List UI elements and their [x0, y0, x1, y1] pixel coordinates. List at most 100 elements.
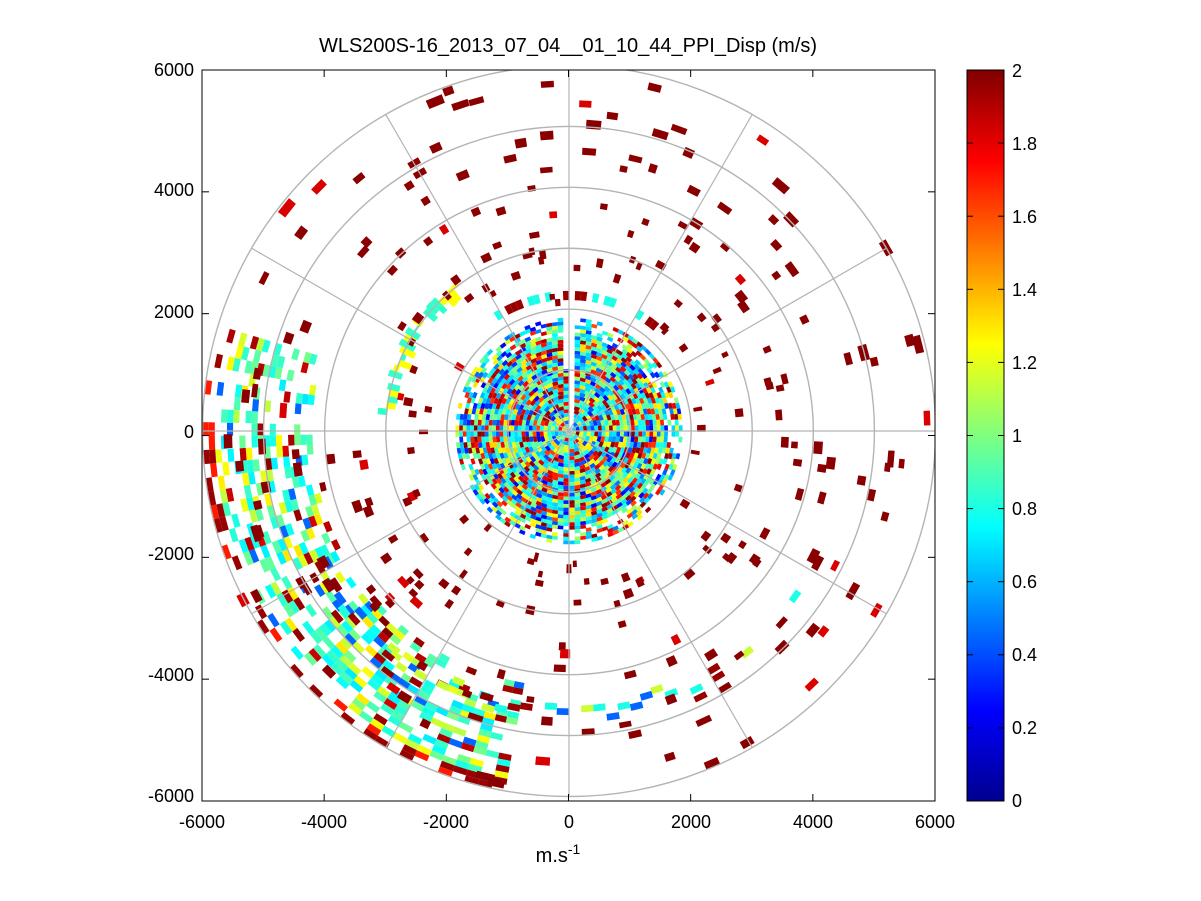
data-cell — [358, 710, 374, 724]
data-cell — [465, 402, 471, 409]
data-cell — [515, 493, 523, 500]
data-cell — [557, 394, 564, 400]
data-cell — [543, 431, 548, 437]
data-cell — [451, 675, 466, 687]
data-cell — [508, 481, 515, 488]
data-cell — [630, 382, 637, 390]
data-cell — [488, 382, 495, 389]
data-cell — [693, 691, 708, 703]
data-cell — [269, 423, 276, 436]
data-cell — [491, 354, 499, 361]
data-cell — [557, 450, 565, 456]
data-cell — [625, 403, 631, 410]
data-cell — [629, 359, 637, 367]
data-cell — [621, 414, 627, 421]
data-cell — [578, 404, 586, 410]
data-cell — [544, 702, 558, 710]
data-cell — [469, 371, 476, 378]
data-cell — [557, 343, 564, 348]
data-cell — [512, 480, 520, 488]
data-cell — [535, 321, 542, 327]
data-cell — [557, 503, 564, 508]
data-cell — [501, 408, 507, 415]
data-cell — [645, 425, 650, 431]
data-cell — [546, 330, 553, 335]
data-cell — [482, 386, 488, 394]
data-cell — [597, 431, 602, 437]
data-cell — [492, 441, 498, 449]
data-cell — [638, 425, 643, 431]
data-cell — [579, 479, 586, 485]
data-cell — [546, 348, 553, 354]
data-cell — [590, 487, 597, 493]
data-cell — [386, 642, 401, 656]
data-cell — [631, 377, 638, 385]
data-cell — [495, 505, 503, 512]
data-cell — [502, 486, 510, 493]
data-cell — [339, 671, 354, 685]
data-cell — [385, 622, 398, 634]
data-cell — [502, 467, 509, 475]
data-cell — [472, 402, 478, 410]
data-cell — [554, 416, 561, 423]
data-cell — [711, 670, 726, 683]
data-cell — [518, 384, 525, 392]
colorbar-tick-label: 0.6 — [1012, 572, 1037, 592]
data-cell — [550, 431, 556, 437]
data-cell — [335, 641, 348, 655]
data-cell — [601, 350, 608, 356]
data-cell — [520, 446, 527, 454]
data-cell — [544, 435, 550, 443]
data-cell — [637, 403, 643, 410]
data-cell — [546, 469, 554, 476]
data-cell — [270, 581, 282, 596]
data-cell — [472, 381, 479, 388]
data-cell — [546, 504, 553, 510]
data-cell — [512, 374, 520, 382]
data-cell — [601, 526, 609, 532]
data-cell — [569, 507, 575, 512]
data-cell — [488, 425, 493, 431]
data-cell — [326, 453, 336, 465]
data-cell — [532, 409, 539, 416]
data-cell — [666, 442, 671, 449]
data-cell — [535, 512, 542, 518]
data-cell — [354, 606, 368, 620]
data-cell — [632, 482, 639, 489]
data-cell — [590, 369, 597, 375]
data-cell — [605, 372, 612, 380]
data-cell — [734, 273, 747, 286]
data-cell — [574, 350, 581, 355]
data-cell — [330, 609, 344, 624]
data-cell — [483, 357, 490, 365]
data-cell — [620, 494, 627, 501]
data-cell — [593, 396, 601, 403]
data-cell — [610, 363, 618, 370]
data-cell — [483, 497, 490, 505]
data-cell — [641, 372, 648, 380]
data-cell — [475, 408, 480, 415]
data-cell — [574, 503, 581, 508]
data-cell — [596, 436, 602, 443]
data-cell — [652, 357, 659, 364]
data-cell — [642, 425, 646, 431]
data-cell — [399, 346, 417, 359]
data-cell — [269, 627, 283, 643]
data-cell — [351, 499, 364, 514]
data-cell — [486, 372, 493, 379]
data-cell — [584, 378, 592, 385]
data-cell — [593, 459, 601, 466]
data-cell — [523, 389, 531, 397]
data-cell — [420, 195, 431, 207]
data-cell — [639, 447, 644, 454]
colorbar — [967, 70, 1004, 801]
data-cell — [524, 408, 531, 416]
data-cell — [613, 599, 621, 608]
data-cell — [546, 473, 554, 480]
data-cell — [610, 414, 616, 421]
data-cell — [541, 377, 548, 383]
data-cell — [563, 500, 569, 505]
data-cell — [514, 337, 521, 344]
data-cell — [574, 291, 582, 301]
data-cell — [494, 372, 502, 380]
